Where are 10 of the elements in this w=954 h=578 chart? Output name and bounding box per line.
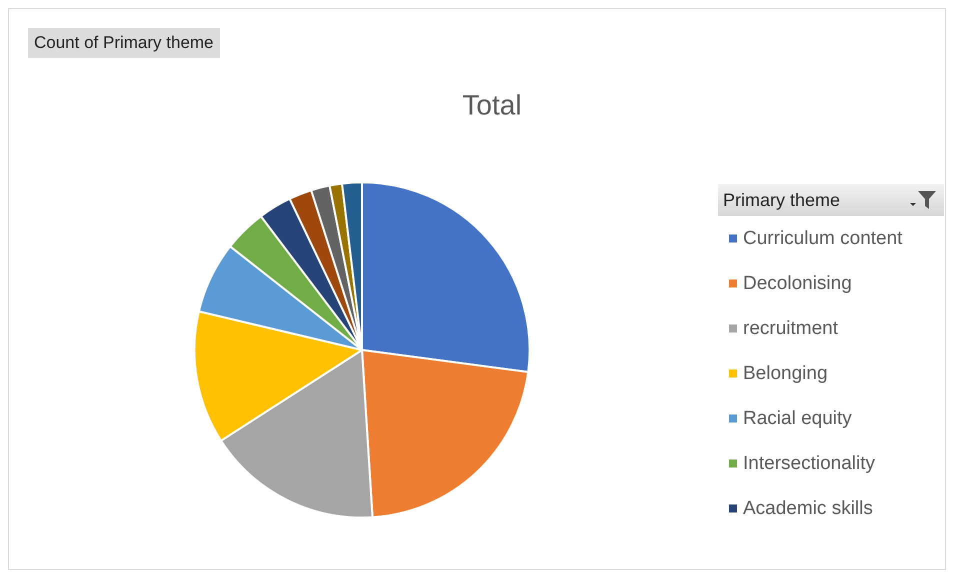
legend-label: recruitment <box>743 318 839 339</box>
legend-label: Intersectionality <box>743 453 876 474</box>
legend-label: Curriculum content <box>743 228 904 249</box>
legend-label: Academic skills <box>743 498 873 519</box>
legend-label: Racial equity <box>743 408 852 429</box>
chart-title: Total <box>462 90 522 120</box>
legend-label: Belonging <box>743 363 828 384</box>
text: Count of Primary theme <box>28 28 220 58</box>
legend-title: Primary theme <box>723 190 840 210</box>
legend-label: Decolonising <box>743 273 852 294</box>
